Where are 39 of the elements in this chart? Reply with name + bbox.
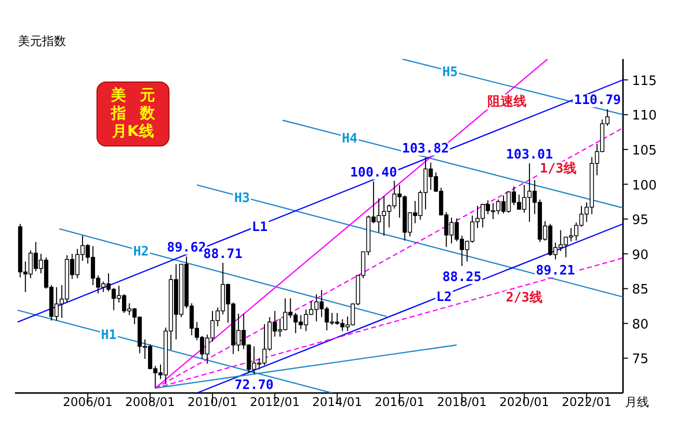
series-label: H1 (100, 328, 117, 344)
series-label: 阻速线 (487, 94, 526, 110)
annotation: 103.82 (402, 142, 450, 157)
annotation: 110.79 (574, 93, 621, 108)
y-tick-label: 115 (632, 74, 657, 89)
annotation: 89.21 (536, 263, 576, 278)
x-tick-label: 2016/01 (374, 395, 424, 409)
text: 月线 (625, 395, 649, 409)
series-label: H5 (442, 65, 458, 80)
series-label: H2 (133, 244, 149, 260)
x-tick-label: 2022/01 (562, 395, 612, 409)
y-tick-label: 90 (632, 248, 649, 263)
series-label: H4 (342, 132, 358, 147)
chart-title: 美元指数 (18, 34, 66, 48)
y-tick-label: 105 (632, 143, 657, 158)
y-tick-label: 100 (632, 178, 657, 194)
series-label: 1/3线 (540, 162, 576, 177)
y-tick-label: 85 (632, 282, 649, 298)
x-tick-label: 2006/01 (62, 395, 113, 409)
annotation: 72.70 (234, 378, 274, 394)
x-tick-label: 2020/01 (499, 395, 550, 409)
series-label: L1 (252, 220, 268, 236)
text: 美元指数月K线 (110, 86, 169, 140)
y-tick-label: 110 (632, 108, 657, 124)
series-label: 2/3线 (506, 290, 542, 306)
series-label: L2 (436, 290, 452, 305)
annotation: 103.01 (506, 147, 554, 162)
annotation: 88.25 (442, 270, 482, 286)
x-tick-label: 2010/01 (188, 395, 238, 409)
x-tick-label: 2018/01 (436, 395, 487, 409)
x-tick-label: 2012/01 (250, 395, 300, 409)
x-tick-label: 2008/01 (125, 395, 176, 409)
x-tick-label: 2014/01 (312, 395, 362, 409)
annotation: 100.40 (350, 165, 398, 180)
y-tick-label: 95 (632, 213, 649, 228)
annotation: 88.71 (203, 246, 243, 262)
series-label: H3 (234, 190, 250, 206)
y-tick-label: 75 (632, 352, 649, 368)
y-tick-label: 80 (632, 317, 649, 332)
